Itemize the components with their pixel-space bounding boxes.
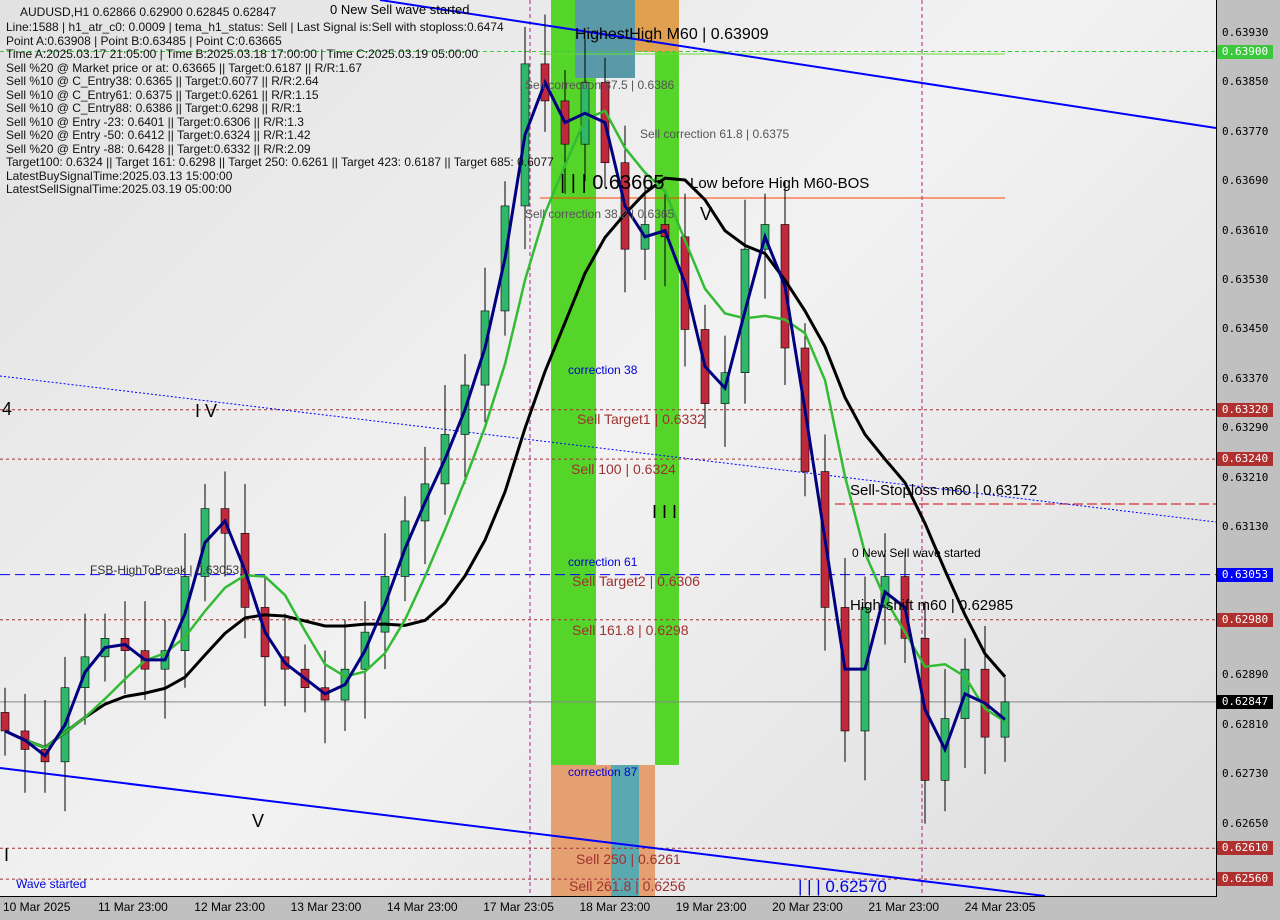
annotation: Sell correction 61.8 | 0.6375	[640, 127, 790, 141]
price-tag: 0.63900	[1217, 44, 1273, 59]
time-tick: 17 Mar 23:05	[483, 900, 554, 914]
zone-green-right	[655, 52, 679, 765]
price-tick: 0.63930	[1222, 26, 1269, 39]
price-tick: 0.63370	[1222, 371, 1269, 385]
annotation: Sell 100 | 0.6324	[571, 461, 676, 477]
price-tag: 0.62610	[1217, 841, 1273, 856]
price-tick: 0.63850	[1222, 75, 1269, 89]
time-tick: 10 Mar 2025	[3, 900, 71, 914]
price-tick: 0.63530	[1222, 273, 1269, 287]
time-tick: 12 Mar 23:00	[194, 900, 266, 914]
time-tick: 20 Mar 23:00	[772, 900, 843, 914]
info-line: Target100: 0.6324 || Target 161: 0.6298 …	[6, 155, 554, 169]
time-tick: 18 Mar 23:00	[579, 900, 651, 914]
chart-title: AUDUSD,H1 0.62866 0.62900 0.62845 0.6284…	[20, 5, 277, 19]
price-tick: 0.63130	[1222, 520, 1269, 534]
annotation: Sell 261.8 | 0.6256	[569, 878, 686, 894]
price-tick: 0.63690	[1222, 174, 1269, 188]
annotation: High-shift m60 | 0.62985	[850, 597, 1014, 614]
price-tag: 0.63053	[1217, 567, 1273, 582]
price-tick: 0.63290	[1222, 421, 1269, 435]
annotation: Sell 161.8 | 0.6298	[572, 622, 689, 638]
annotation: 0 New Sell wave started	[330, 2, 470, 17]
info-line: LatestSellSignalTime:2025.03.19 05:00:00	[6, 182, 232, 196]
channel-upper-line	[379, 0, 1216, 129]
info-line: Time A:2025.03.17 21:05:00 | Time B:2025…	[6, 47, 479, 61]
price-tick: 0.62890	[1222, 668, 1269, 682]
annotation: | | | 0.62570	[798, 877, 887, 896]
annotation: 0 New Sell wave started	[852, 546, 981, 560]
annotation: correction 38	[568, 363, 638, 377]
annotation: Sell 250 | 0.6261	[576, 851, 681, 867]
annotation: Sell-Stoploss m60 | 0.63172	[850, 482, 1038, 499]
annotation: I I I	[652, 502, 678, 522]
annotation: 4	[2, 399, 13, 419]
price-tick: 0.63210	[1222, 470, 1269, 484]
info-line: Sell %20 @ Entry -50: 0.6412 || Target:0…	[6, 128, 311, 142]
price-tick: 0.62650	[1222, 816, 1269, 830]
annotation: correction 87	[568, 765, 638, 779]
info-line: Sell %10 @ Entry -23: 0.6401 || Target:0…	[6, 114, 304, 129]
info-line: Sell %10 @ C_Entry88: 0.6386 || Target:0…	[6, 101, 302, 115]
annotation: Sell Target2 | 0.6306	[572, 573, 700, 589]
price-tag: 0.63320	[1217, 402, 1273, 417]
time-tick: 21 Mar 23:00	[868, 900, 940, 914]
price-tag: 0.62847	[1217, 694, 1273, 709]
price-tag: 0.63240	[1217, 452, 1273, 467]
info-line: Sell %10 @ C_Entry38: 0.6365 || Target:0…	[6, 74, 319, 88]
annotation-highest-high: HighestHigh M60 | 0.63909	[575, 26, 769, 43]
trend-dotted-line	[0, 375, 1216, 523]
price-tick: 0.63610	[1222, 223, 1269, 237]
info-line: Sell %20 @ Market price or at: 0.63665 |…	[6, 60, 362, 75]
annotation: I V	[195, 401, 218, 421]
annotation: Sell correction 38.2 | 0.6365	[525, 207, 675, 221]
candle	[0, 712, 10, 732]
time-tick: 19 Mar 23:00	[675, 900, 747, 914]
price-tick: 0.63450	[1222, 322, 1269, 336]
info-line: Line:1588 | h1_atr_c0: 0.0009 | tema_h1_…	[6, 20, 504, 34]
price-chart	[0, 0, 1216, 896]
price-tick: 0.62730	[1222, 767, 1269, 781]
time-tick: 14 Mar 23:00	[386, 900, 458, 914]
annotation: V	[700, 204, 713, 224]
info-line: Sell %20 @ Entry -88: 0.6428 || Target:0…	[6, 141, 311, 156]
plot-area[interactable]: AUDUSD,H1 0.62866 0.62900 0.62845 0.6284…	[0, 0, 1217, 897]
annotation: Sell correction 87.5 | 0.6386	[525, 78, 675, 92]
time-tick: 11 Mar 23:00	[98, 900, 168, 914]
zone-teal-bottom	[611, 765, 639, 896]
annotation: Wave started	[16, 877, 87, 891]
annotation: | | | 0.63665	[560, 172, 665, 194]
annotation: I	[4, 845, 10, 865]
ma-fast-line	[4, 78, 1006, 758]
annotation: Low before High M60-BOS	[690, 175, 870, 192]
info-line: Point A:0.63908 | Point B:0.63485 | Poin…	[6, 33, 282, 48]
price-tag: 0.62980	[1217, 612, 1273, 627]
price-tick: 0.62810	[1222, 717, 1269, 731]
time-tick: 13 Mar 23:00	[290, 900, 362, 914]
time-tick: 24 Mar 23:05	[964, 900, 1036, 914]
annotation: FSB-HighToBreak | 0.63053	[90, 563, 240, 577]
annotation: V	[252, 811, 265, 831]
ma-long-line	[4, 176, 1007, 750]
price-tick: 0.63770	[1222, 124, 1269, 138]
annotation: Sell Target1 | 0.6332	[577, 411, 705, 427]
info-line: Sell %10 @ C_Entry61: 0.6375 || Target:0…	[6, 87, 319, 102]
info-line: LatestBuySignalTime:2025.03.13 15:00:00	[6, 168, 233, 183]
annotation: correction 61	[568, 555, 638, 569]
price-tag: 0.62560	[1217, 872, 1273, 887]
channel-lower-line	[0, 767, 1046, 896]
